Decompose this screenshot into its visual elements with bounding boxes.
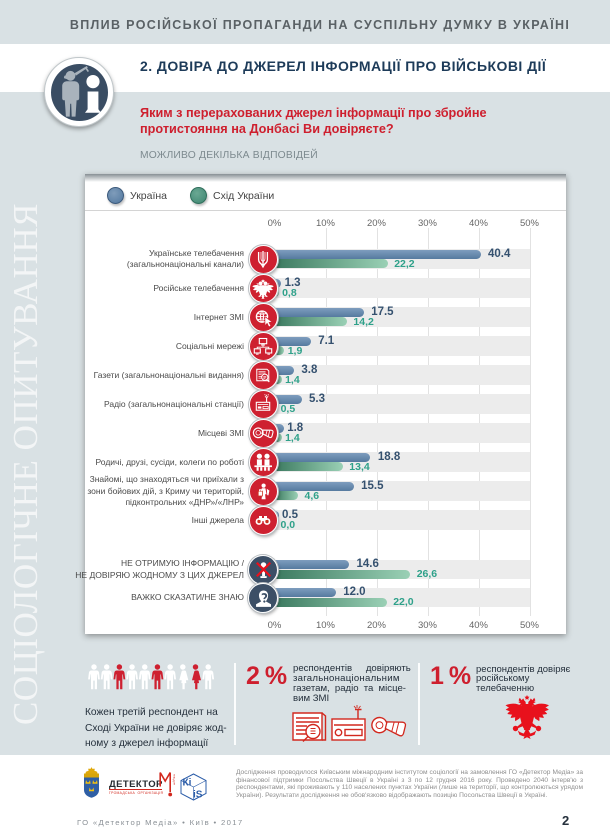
svg-text:іS: іS bbox=[193, 790, 203, 801]
svg-text:М Е Д І А: М Е Д І А bbox=[173, 774, 176, 786]
svg-text:Кі: Кі bbox=[183, 778, 192, 789]
